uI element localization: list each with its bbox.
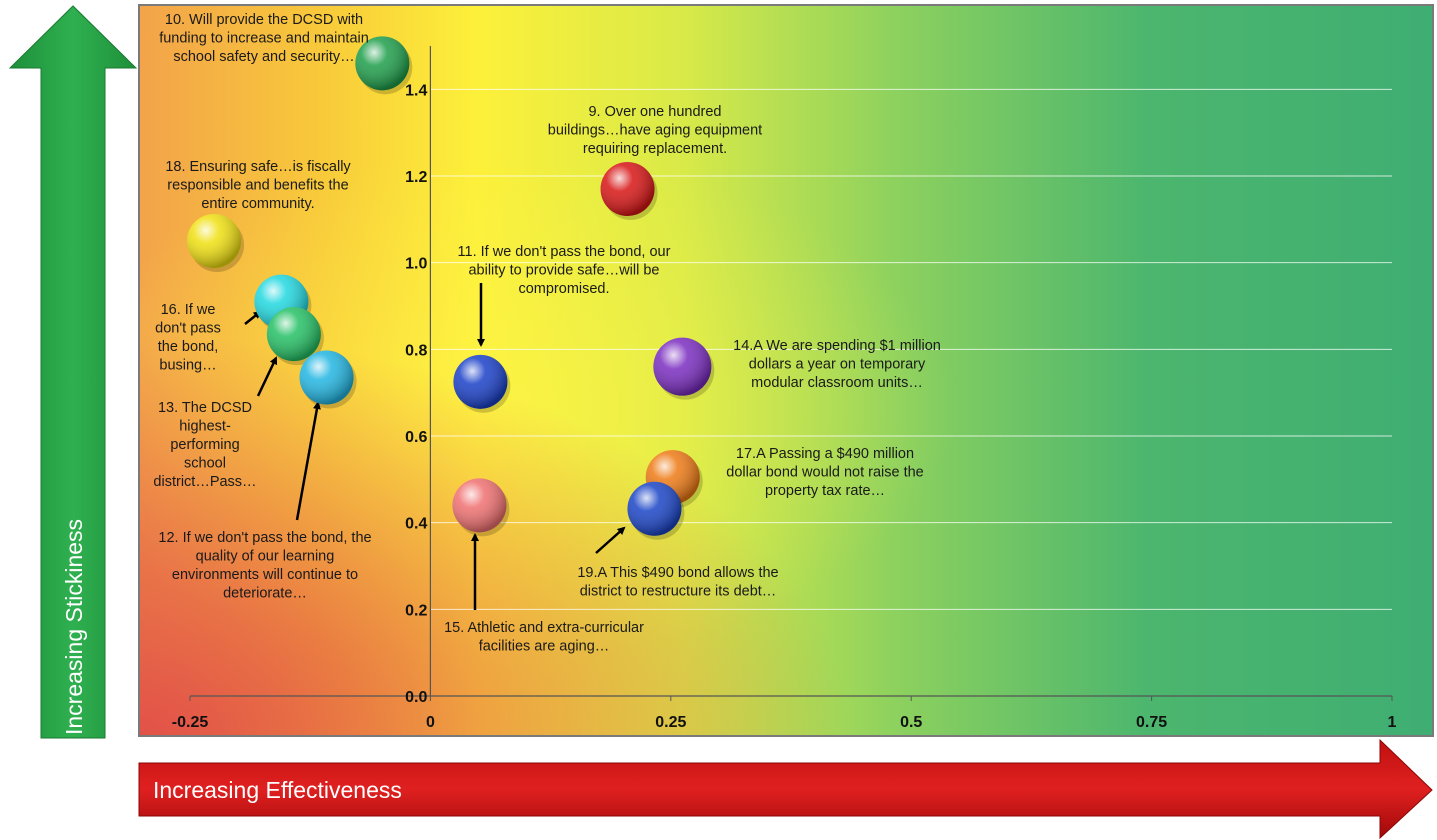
y-tick-label: 1.2 xyxy=(405,169,427,186)
point-label-line: environments will continue to xyxy=(172,567,358,583)
data-point-p11 xyxy=(453,354,511,413)
point-label-line: school safety and security… xyxy=(173,49,354,65)
data-points xyxy=(187,36,715,540)
point-label-line: district to restructure its debt… xyxy=(580,584,777,600)
point-label-line: 17.A Passing a $490 million xyxy=(736,446,914,462)
data-point-p12 xyxy=(299,350,357,409)
point-label-line: don't pass xyxy=(155,321,221,337)
point-label-p11: 11. If we don't pass the bond, our abilit… xyxy=(458,244,671,297)
x-tick-label: 1 xyxy=(1388,714,1397,731)
point-label-line: facilities are aging… xyxy=(479,639,610,655)
point-label-line: buildings…have aging equipment xyxy=(548,123,762,139)
x-tick-label: 0.25 xyxy=(655,714,686,731)
y-tick-label: 1.0 xyxy=(405,256,427,273)
data-point-p13 xyxy=(266,307,324,366)
point-label-p13: 13. The DCSD highest-performing school dist… xyxy=(153,400,256,490)
y-axis-title: Increasing Stickiness xyxy=(61,519,87,735)
y-tick-label: 0.6 xyxy=(405,429,427,446)
x-tick-label: -0.25 xyxy=(172,714,209,731)
point-label-line: responsible and benefits the xyxy=(167,178,348,194)
point-label-p16: 16. If we don't pass the bond, busing… xyxy=(155,302,221,374)
data-point-p10 xyxy=(355,36,413,95)
point-label-line: funding to increase and maintain xyxy=(159,31,369,47)
y-tick-label: 1.4 xyxy=(405,82,427,99)
leader-arrow xyxy=(295,401,321,521)
point-label-line: 14.A We are spending $1 million xyxy=(733,338,941,354)
effectiveness-arrow: Increasing Effectiveness xyxy=(138,738,1433,840)
point-label-p18: 18. Ensuring safe…is fiscally responsible… xyxy=(165,159,351,212)
point-label-p12: 12. If we don't pass the bond, the qualit… xyxy=(158,530,371,602)
x-tick-labels: -0.25 0 0.25 0.5 0.75 1 xyxy=(172,714,1397,731)
point-label-line: 12. If we don't pass the bond, the xyxy=(158,530,371,546)
point-label-line: 11. If we don't pass the bond, our xyxy=(458,244,671,260)
point-label-line: 18. Ensuring safe…is fiscally xyxy=(165,159,351,175)
gridlines xyxy=(430,88,1392,610)
point-label-line: 9. Over one hundred xyxy=(588,104,721,120)
data-point-p9 xyxy=(600,162,658,220)
axes xyxy=(189,46,1393,701)
point-labels: 10. Will provide the DCSD with funding to… xyxy=(153,12,940,655)
point-label-p10: 10. Will provide the DCSD with funding to… xyxy=(159,12,369,65)
point-label-line: ability to provide safe…will be xyxy=(468,263,659,279)
point-label-line: highest- xyxy=(179,419,231,435)
data-point-p19A xyxy=(627,481,685,540)
point-label-p17A: 17.A Passing a $490 million dollar bond w… xyxy=(726,446,924,499)
point-label-p19A: 19.A This $490 bond allows the district t… xyxy=(577,565,778,600)
point-label-line: busing… xyxy=(159,358,216,374)
plot-area xyxy=(138,4,1434,737)
leader-arrow xyxy=(256,356,278,397)
point-label-line: property tax rate… xyxy=(765,483,885,499)
point-label-p9: 9. Over one hundred buildings…have aging … xyxy=(548,104,762,157)
point-label-line: 10. Will provide the DCSD with xyxy=(165,12,363,28)
point-label-line: the bond, xyxy=(158,339,218,355)
point-label-line: dollar bond would not raise the xyxy=(726,465,924,481)
y-tick-label: 0.8 xyxy=(405,342,427,359)
point-label-line: 16. If we xyxy=(161,302,216,318)
stickiness-arrow: Increasing Stickiness xyxy=(8,5,138,739)
y-tick-label: 0.0 xyxy=(405,689,427,706)
x-tick-label: 0 xyxy=(426,714,435,731)
point-label-line: 13. The DCSD xyxy=(158,400,252,416)
point-label-line: entire community. xyxy=(201,196,314,212)
data-point-p18 xyxy=(187,214,245,272)
y-tick-labels: 0.0 0.2 0.4 0.6 0.8 1.0 1.2 1.4 xyxy=(405,82,427,706)
leader-arrow xyxy=(595,526,626,554)
point-label-line: 19.A This $490 bond allows the xyxy=(577,565,778,581)
point-label-line: quality of our learning xyxy=(196,549,335,565)
point-label-p15: 15. Athletic and extra-curricular facilit… xyxy=(444,620,644,655)
point-label-line: dollars a year on temporary xyxy=(749,357,926,373)
point-label-p14A: 14.A We are spending $1 million dollars a… xyxy=(733,338,941,391)
point-label-line: deteriorate… xyxy=(223,586,307,602)
point-label-line: performing xyxy=(170,437,239,453)
x-tick-label: 0.5 xyxy=(900,714,922,731)
point-label-line: compromised. xyxy=(518,281,609,297)
point-label-line: 15. Athletic and extra-curricular xyxy=(444,620,644,636)
point-label-line: requiring replacement. xyxy=(583,141,727,157)
y-tick-label: 0.2 xyxy=(405,602,427,619)
x-axis-title: Increasing Effectiveness xyxy=(153,777,402,803)
point-label-line: district…Pass… xyxy=(153,474,256,490)
data-point-p14A xyxy=(653,337,715,400)
data-point-p15 xyxy=(452,478,510,537)
y-tick-label: 0.4 xyxy=(405,516,427,533)
point-label-line: school xyxy=(184,456,226,472)
x-tick-label: 0.75 xyxy=(1136,714,1167,731)
point-label-line: modular classroom units… xyxy=(751,375,923,391)
